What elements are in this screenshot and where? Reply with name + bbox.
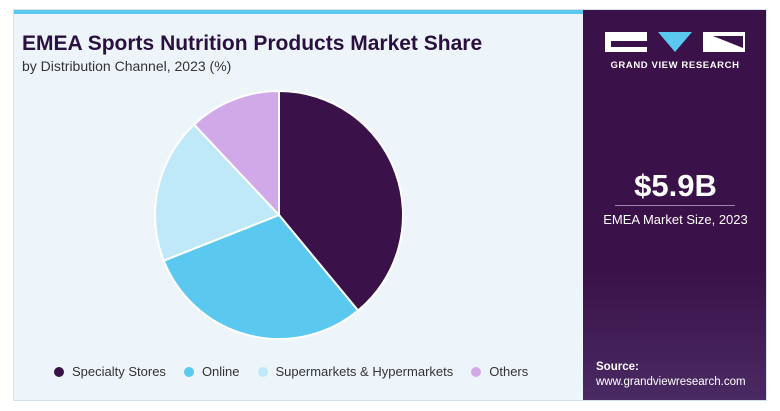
kpi-divider bbox=[615, 205, 735, 206]
legend-item: Others bbox=[471, 364, 528, 379]
chart-subtitle: by Distribution Channel, 2023 (%) bbox=[22, 58, 232, 74]
legend-item: Supermarkets & Hypermarkets bbox=[257, 364, 454, 379]
pie-slice-online bbox=[162, 213, 360, 340]
logo-mark-icon bbox=[605, 32, 745, 52]
source-title: Source: bbox=[596, 361, 639, 373]
legend-swatch bbox=[54, 366, 64, 377]
pie-slice-others bbox=[192, 90, 280, 218]
pie-slice-supermarkets-hypermarkets bbox=[154, 123, 281, 262]
source-note: Source: www.grandviewresearch.com bbox=[596, 360, 746, 390]
market-size-label: EMEA Market Size, 2023 bbox=[603, 212, 748, 227]
sidebar-panel: GRAND VIEW RESEARCH $5.9B EMEA Market Si… bbox=[583, 10, 766, 400]
chart-card: EMEA Sports Nutrition Products Market Sh… bbox=[13, 9, 767, 401]
legend-item: Online bbox=[183, 364, 240, 379]
chart-legend: Specialty Stores Online Supermarkets & Hyp… bbox=[54, 364, 546, 379]
legend-swatch bbox=[471, 366, 482, 377]
legend-label: Others bbox=[489, 364, 529, 379]
logo-text: GRAND VIEW RESEARCH bbox=[610, 60, 740, 71]
chart-title: EMEA Sports Nutrition Products Market Sh… bbox=[22, 32, 483, 55]
legend-item: Specialty Stores bbox=[54, 364, 166, 379]
brand-logo: GRAND VIEW RESEARCH bbox=[605, 32, 745, 71]
accent-bar bbox=[14, 10, 584, 14]
legend-swatch bbox=[183, 366, 194, 377]
pie-chart bbox=[154, 90, 404, 340]
legend-label: Supermarkets & Hypermarkets bbox=[275, 364, 454, 379]
source-link[interactable]: www.grandviewresearch.com bbox=[596, 376, 746, 388]
pie-slice-specialty-stores bbox=[278, 90, 404, 312]
legend-label: Specialty Stores bbox=[72, 364, 166, 379]
market-size-value: $5.9B bbox=[634, 168, 717, 203]
legend-label: Online bbox=[201, 364, 240, 379]
legend-swatch bbox=[257, 366, 268, 377]
